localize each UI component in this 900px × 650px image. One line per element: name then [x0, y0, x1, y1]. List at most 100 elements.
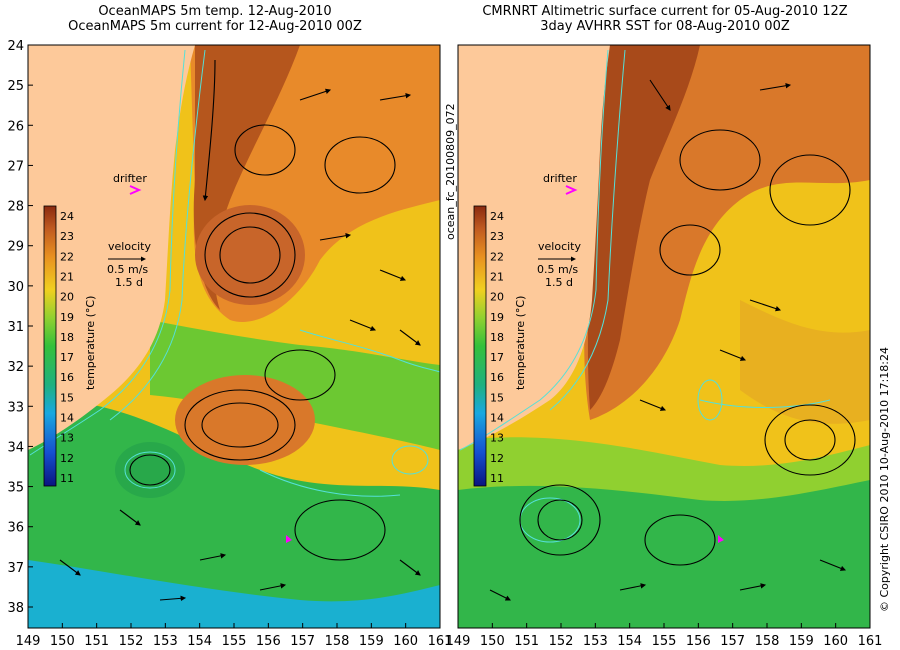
left-colorbar-tick-label: 15	[60, 391, 74, 404]
right-x-tick-label: 160	[823, 634, 848, 649]
right-drifter-icon	[565, 185, 578, 195]
right-x-tick-label: 154	[617, 634, 642, 649]
right-velocity-speed: 0.5 m/s	[537, 263, 578, 276]
left-title-line2: OceanMAPS 5m current for 12-Aug-2010 00Z	[68, 19, 362, 34]
left-colorbar-tick-label: 22	[60, 250, 74, 263]
copyright-label: © Copyright CSIRO 2010 10-Aug-2010 17:18…	[878, 347, 891, 612]
left-colorbar-tick-label: 23	[60, 230, 74, 243]
right-x-axis-ticks: 149 150 151 152 153 154 155 156 157 158 159 160 161	[446, 623, 883, 649]
right-colorbar-label: temperature (°C)	[514, 296, 527, 390]
left-x-tick-label: 151	[84, 634, 109, 649]
right-x-tick-label: 156	[686, 634, 711, 649]
left-colorbar-tick-label: 12	[60, 452, 74, 465]
right-colorbar-tick-label: 21	[490, 270, 504, 283]
right-velocity-label: velocity	[538, 240, 581, 253]
right-colorbar-tick-label: 24	[490, 210, 504, 223]
right-x-tick-label: 158	[755, 634, 780, 649]
right-colorbar-tick-label: 14	[490, 412, 504, 425]
y-tick-label: 35	[7, 481, 24, 496]
left-colorbar-tick-label: 14	[60, 412, 74, 425]
right-hot-current	[587, 45, 700, 410]
y-tick-label: 28	[7, 200, 24, 215]
right-x-tick-label: 153	[583, 634, 608, 649]
left-x-tick-label: 152	[119, 634, 144, 649]
left-title-line1: OceanMAPS 5m temp. 12-Aug-2010	[98, 4, 332, 19]
right-x-tick-label: 152	[549, 634, 574, 649]
left-warm-eddy	[195, 205, 305, 305]
left-x-tick-label: 149	[16, 634, 41, 649]
left-colorbar-tick-label: 18	[60, 331, 74, 344]
y-tick-label: 34	[7, 440, 24, 455]
right-x-tick-label: 150	[480, 634, 505, 649]
left-colorbar-ticks: 24 23 22 21 20 19 18 17 16 15 14 13 12 11	[60, 210, 74, 485]
left-drifter-label: drifter	[113, 172, 147, 185]
right-x-tick-label: 157	[720, 634, 745, 649]
right-colorbar-ticks: 24 23 22 21 20 19 18 17 16 15 14 13 12 11	[490, 210, 504, 485]
left-colorbar-tick-label: 21	[60, 270, 74, 283]
y-axis-ticks: 24 25 26 27 28 29 30 31 32 33 34 35 36 37 38	[7, 39, 33, 616]
left-colorbar-tick-label: 11	[60, 472, 74, 485]
left-x-tick-label: 159	[359, 634, 384, 649]
left-velocity-label: velocity	[108, 240, 151, 253]
left-colorbar-gradient	[43, 205, 57, 487]
left-map-panel	[27, 44, 441, 629]
left-colorbar-label: temperature (°C)	[84, 296, 97, 390]
right-colorbar-tick-label: 15	[490, 391, 504, 404]
right-x-tick-label: 149	[446, 634, 471, 649]
left-mid-region	[150, 320, 440, 450]
right-colorbar-tick-label: 12	[490, 452, 504, 465]
right-current-vectors	[489, 79, 856, 601]
right-colorbar-tick-label: 13	[490, 432, 504, 445]
left-x-tick-label: 155	[222, 634, 247, 649]
forecast-id-label: ocean_fc_20100809_072	[444, 103, 457, 240]
left-warm-eddy-south	[175, 375, 315, 465]
right-drifter-label: drifter	[543, 172, 577, 185]
left-x-tick-label: 150	[50, 634, 75, 649]
right-velocity-time: 1.5 d	[545, 276, 573, 289]
left-cold-eddy	[115, 442, 185, 498]
left-hot-current	[193, 45, 300, 310]
right-x-tick-label: 155	[652, 634, 677, 649]
y-tick-label: 25	[7, 79, 24, 94]
right-colorbar-tick-label: 18	[490, 331, 504, 344]
right-colorbar-tick-label: 11	[490, 472, 504, 485]
y-tick-label: 36	[7, 521, 24, 536]
right-x-tick-label: 161	[858, 634, 883, 649]
right-colorbar-tick-label: 16	[490, 371, 504, 384]
left-colorbar-tick-label: 20	[60, 291, 74, 304]
left-current-vectors	[59, 59, 421, 602]
left-x-tick-label: 157	[290, 634, 315, 649]
right-warm-patch	[740, 300, 870, 424]
drifter-markers: drifter drifter	[113, 172, 724, 543]
left-x-tick-label: 160	[393, 634, 418, 649]
right-x-tick-label: 159	[789, 634, 814, 649]
right-title: CMRNRT Altimetric surface current for 05…	[440, 4, 890, 34]
right-title-line2: 3day AVHRR SST for 08-Aug-2010 00Z	[540, 19, 790, 34]
right-colorbar-gradient	[473, 205, 487, 487]
right-colorbar-tick-label: 22	[490, 250, 504, 263]
right-map-panel	[457, 44, 871, 629]
left-colorbar: 24 23 22 21 20 19 18 17 16 15 14 13 12 11 temperature…	[43, 205, 97, 487]
y-tick-label: 24	[7, 39, 24, 54]
y-tick-label: 33	[7, 400, 24, 415]
y-tick-label: 38	[7, 601, 24, 616]
left-x-axis-ticks: 149 150 151 152 153 154 155 156 157 158 159 160 161	[16, 623, 452, 649]
left-x-tick-label: 154	[187, 634, 212, 649]
y-tick-label: 37	[7, 561, 24, 576]
left-drifter-icon	[129, 185, 142, 195]
right-land	[458, 45, 610, 450]
y-tick-label: 26	[7, 119, 24, 134]
left-colorbar-tick-label: 24	[60, 210, 74, 223]
y-tick-label: 31	[7, 320, 24, 335]
left-velocity-speed: 0.5 m/s	[107, 263, 148, 276]
left-contours	[29, 49, 441, 497]
left-velocity-time: 1.5 d	[115, 276, 143, 289]
left-velocity-legend: velocity 0.5 m/s 1.5 d	[107, 240, 151, 289]
right-velocity-legend: velocity 0.5 m/s 1.5 d	[537, 240, 581, 289]
left-colorbar-tick-label: 17	[60, 351, 74, 364]
right-colorbar-tick-label: 19	[490, 311, 504, 324]
left-cold-region	[28, 560, 440, 628]
left-title: OceanMAPS 5m temp. 12-Aug-2010 OceanMAPS…	[0, 4, 430, 34]
y-tick-label: 29	[7, 240, 24, 255]
